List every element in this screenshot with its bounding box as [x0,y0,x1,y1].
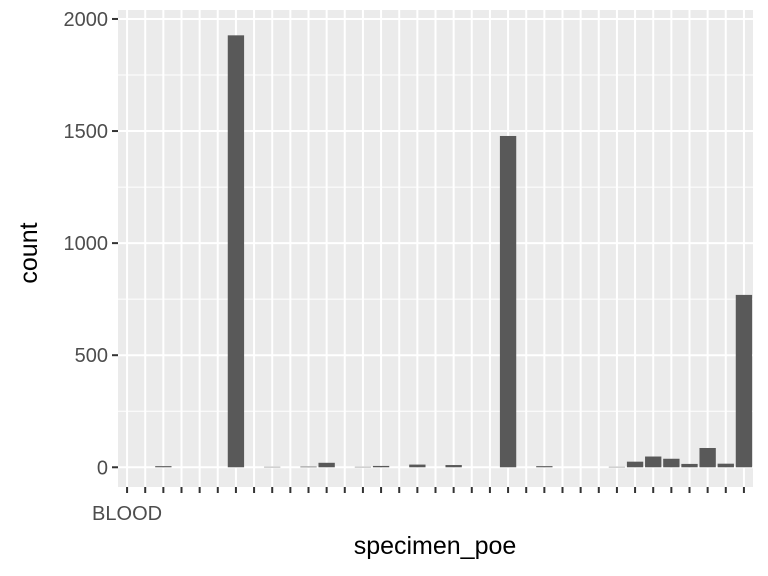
bar [699,447,716,468]
x-axis-title: specimen_poe [354,532,517,560]
bar [227,35,245,468]
bar [645,456,662,468]
bar [735,294,753,468]
bar [499,135,517,468]
y-tick-label: 1500 [64,121,109,143]
bar [300,466,317,468]
y-tick-label: 0 [97,457,108,479]
bar [626,461,644,468]
bar [717,463,734,468]
bar [536,466,553,468]
bars-group [155,35,753,468]
bar [318,462,335,468]
x-tick-label: BLOOD [92,503,162,525]
y-tick-label: 500 [75,345,108,367]
bar [155,466,172,468]
bar [663,458,680,468]
y-axis: 0 500 1000 1500 2000 [64,9,118,479]
bar [681,463,698,468]
y-tick-label: 2000 [64,9,109,31]
bar [445,465,462,468]
x-axis: BLOOD [92,487,745,525]
y-axis-title: count [15,222,43,283]
bar [372,465,390,468]
y-tick-label: 1000 [64,233,109,255]
bar [409,464,426,468]
